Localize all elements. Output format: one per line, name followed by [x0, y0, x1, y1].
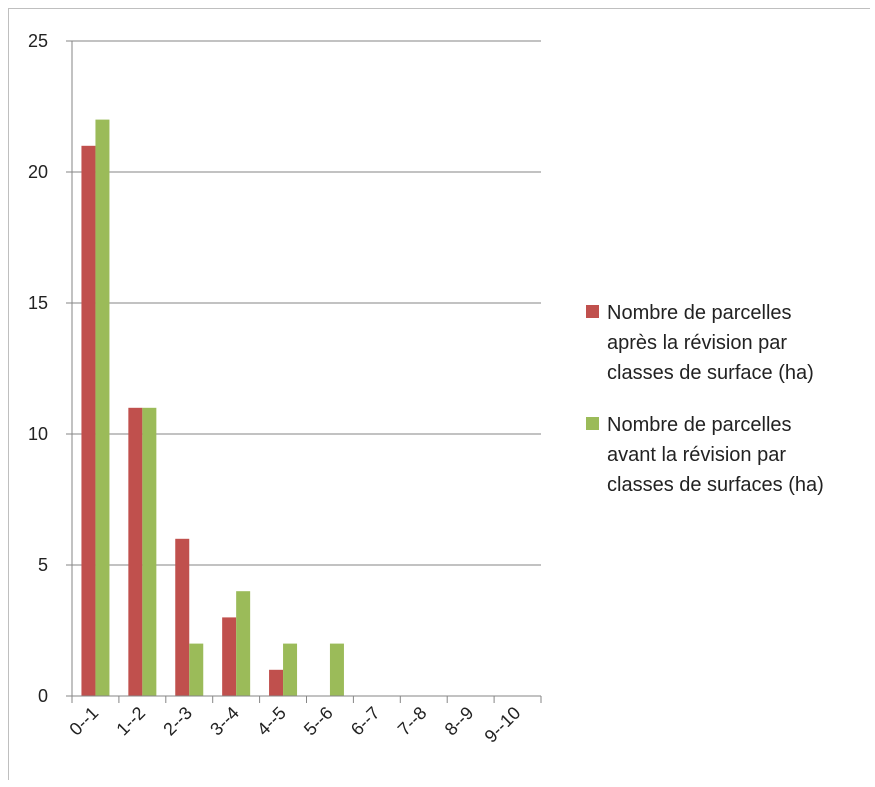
bar-series-1: [128, 407, 143, 696]
x-tick-label: 6--7: [347, 703, 384, 740]
legend-label-2: avant la révision par: [607, 444, 786, 466]
legend-swatch-1: [586, 305, 599, 318]
bar-series-2: [189, 643, 204, 696]
x-tick-label: 4--5: [253, 703, 290, 740]
bar-series-1: [269, 669, 284, 696]
chart-frame: [8, 8, 870, 780]
y-tick-label: 10: [28, 424, 48, 444]
x-tick-label: 5--6: [300, 703, 337, 740]
x-tick-label: 0--1: [65, 703, 102, 740]
x-tick-label: 3--4: [206, 703, 243, 740]
bar-series-1: [222, 617, 237, 696]
y-tick-label: 15: [28, 293, 48, 313]
x-tick-label: 7--8: [394, 703, 431, 740]
bar-series-2: [236, 591, 251, 696]
bar-series-2: [283, 643, 298, 696]
legend-swatch-2: [586, 417, 599, 430]
bar-series-2: [142, 407, 157, 696]
x-tick-label: 2--3: [159, 703, 196, 740]
x-tick-label: 8--9: [441, 703, 478, 740]
bar-series-2: [95, 119, 110, 697]
y-tick-label: 20: [28, 162, 48, 182]
y-tick-label: 25: [28, 31, 48, 51]
bar-series-1: [175, 538, 190, 696]
y-tick-label: 0: [38, 686, 48, 706]
x-tick-label: 1--2: [112, 703, 149, 740]
y-tick-label: 5: [38, 555, 48, 575]
bar-series-1: [81, 145, 96, 697]
legend-label-1: après la révision par: [607, 332, 787, 354]
legend-label-1: Nombre de parcelles: [607, 302, 792, 324]
x-tick-label: 9--10: [481, 703, 525, 747]
legend-label-2: Nombre de parcelles: [607, 414, 792, 436]
bar-series-2: [329, 643, 344, 696]
legend-label-2: classes de surfaces (ha): [607, 474, 824, 496]
legend-label-1: classes de surface (ha): [607, 362, 814, 384]
